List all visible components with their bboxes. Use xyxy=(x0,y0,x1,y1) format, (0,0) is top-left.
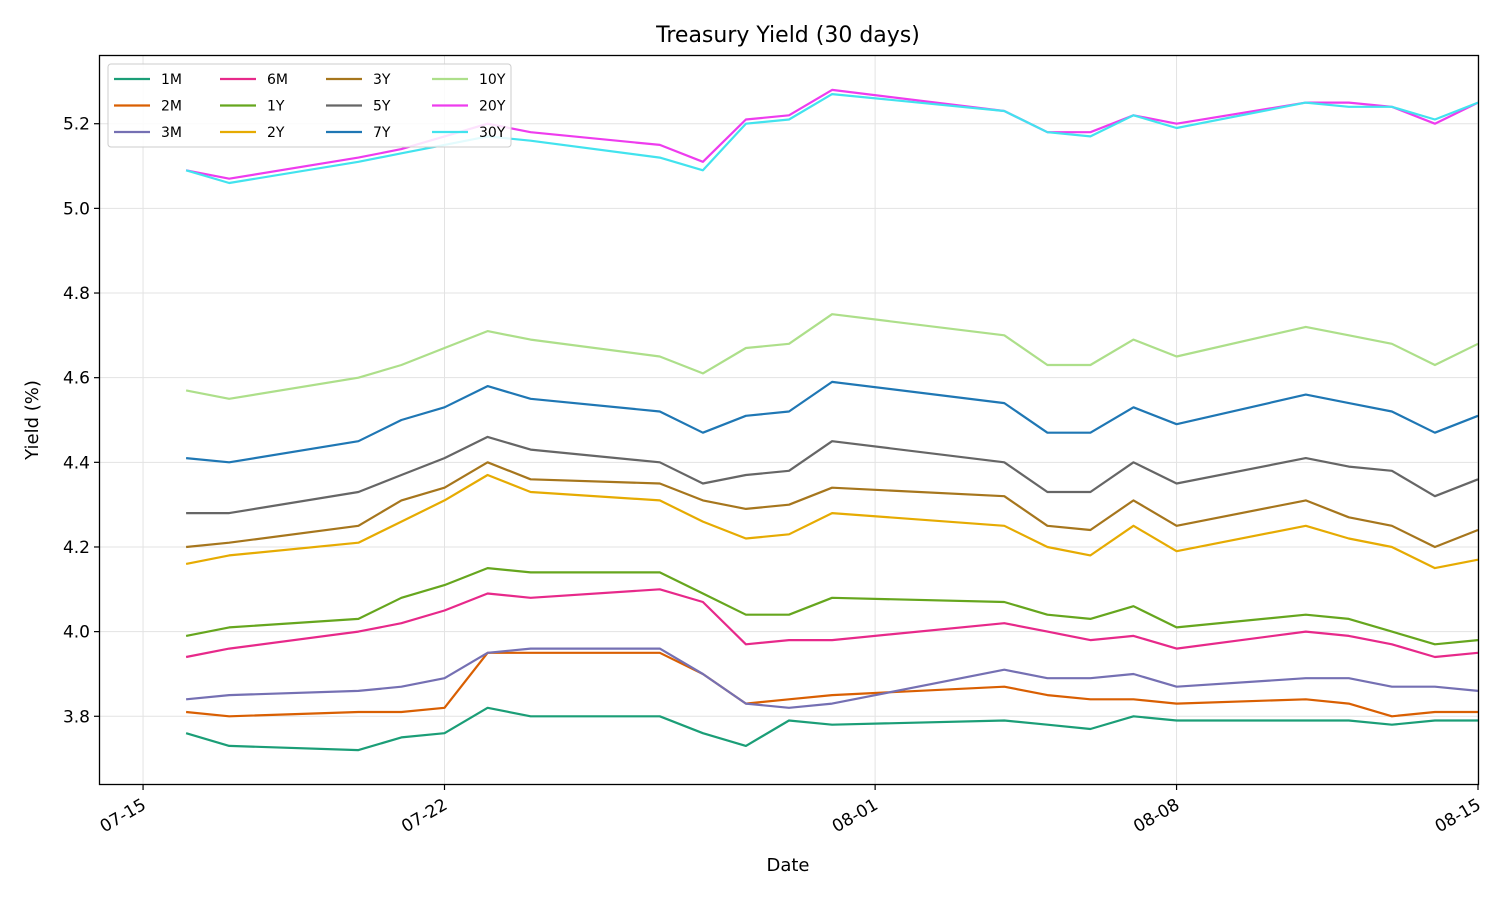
y-tick-label: 4.2 xyxy=(63,538,90,558)
legend-label-5y: 5Y xyxy=(373,99,391,115)
series-line-1y xyxy=(185,566,1479,646)
y-axis-label: Yield (%) xyxy=(22,380,43,461)
y-tick-label: 4.0 xyxy=(63,623,90,643)
series-line-2y xyxy=(185,473,1479,570)
legend-label-2m: 2M xyxy=(161,99,182,115)
legend-label-6m: 6M xyxy=(267,72,288,88)
legend-box xyxy=(107,63,512,148)
y-tick-label: 5.2 xyxy=(63,115,90,135)
x-axis-label: Date xyxy=(766,855,809,876)
legend-label-20y: 20Y xyxy=(479,99,506,115)
legend-label-3m: 3M xyxy=(161,125,182,141)
series-line-6m xyxy=(185,588,1479,659)
series-line-2m xyxy=(185,651,1478,718)
legend-label-1y: 1Y xyxy=(267,99,285,115)
y-axis: 3.8 4.0 4.2 4.4 4.6 4.8 5.0 5.2 xyxy=(63,115,100,727)
legend: 1M 2M 3M 6M 1Y 2Y 3Y 5Y 7Y 10Y 20Y 30Y xyxy=(107,63,512,148)
y-tick-label: 3.8 xyxy=(63,707,90,727)
plot-frame xyxy=(98,54,1480,786)
series-line-10y xyxy=(185,313,1479,400)
legend-label-30y: 30Y xyxy=(479,125,506,141)
series-line-3m xyxy=(185,647,1479,709)
chart-title: Treasury Yield (30 days) xyxy=(655,23,920,48)
legend-label-2y: 2Y xyxy=(267,125,285,141)
legend-label-10y: 10Y xyxy=(479,72,506,88)
y-tick-label: 4.4 xyxy=(63,453,90,473)
series-line-3y xyxy=(185,461,1479,549)
series-line-30y xyxy=(185,92,1479,185)
legend-label-3y: 3Y xyxy=(373,72,391,88)
y-tick-label: 4.6 xyxy=(63,369,90,389)
series-line-5y xyxy=(186,435,1479,515)
series-line-1m xyxy=(185,706,1478,752)
series-line-7y xyxy=(185,380,1479,464)
y-tick-label: 5.0 xyxy=(63,199,90,219)
legend-label-1m: 1M xyxy=(161,72,182,88)
y-tick-label: 4.8 xyxy=(63,284,90,304)
legend-label-7y: 7Y xyxy=(373,125,391,141)
